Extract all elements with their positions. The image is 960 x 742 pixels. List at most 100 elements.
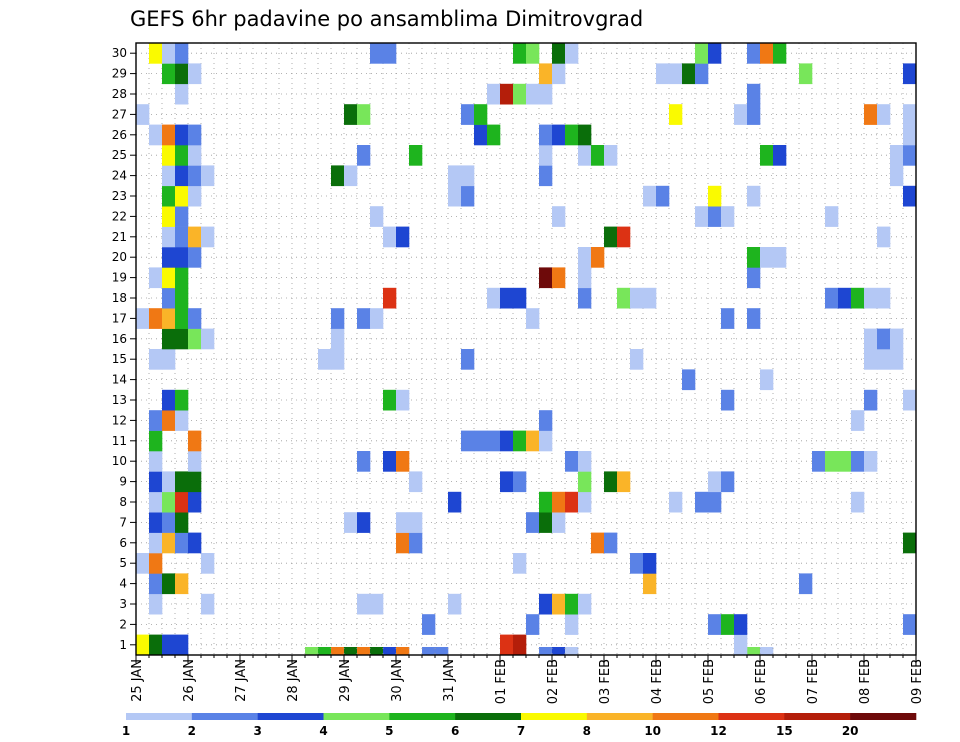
heat-cell: [552, 593, 566, 615]
y-tick-label: 30: [112, 46, 127, 60]
colorbar-swatch: [850, 713, 917, 720]
colorbar-label: 7: [517, 724, 525, 738]
heat-cell: [188, 226, 202, 248]
y-tick-label: 13: [112, 393, 127, 407]
strip-cell: [318, 647, 332, 655]
heat-cell: [578, 491, 592, 513]
heat-cell: [591, 532, 605, 554]
heat-cell: [526, 308, 540, 329]
heat-cell: [695, 491, 709, 513]
colorbar-swatch: [718, 713, 785, 720]
heat-cell: [409, 532, 423, 554]
heat-cell: [162, 267, 176, 289]
heat-cell: [149, 573, 163, 595]
heat-cell: [513, 287, 527, 309]
colorbar-swatch: [455, 713, 522, 720]
heat-cell: [162, 206, 176, 227]
heat-cell: [877, 328, 891, 350]
heat-cell: [682, 369, 696, 391]
heat-cell: [396, 389, 410, 411]
heat-cell: [370, 43, 384, 64]
heat-cell: [461, 349, 475, 370]
heat-cell: [162, 512, 176, 533]
heat-cell: [175, 43, 189, 64]
bottom-strip: [136, 647, 774, 655]
heat-cell: [188, 471, 202, 493]
heat-cell: [318, 349, 332, 370]
heat-cell: [149, 634, 163, 656]
heat-cell: [526, 614, 540, 635]
heat-cell: [851, 410, 865, 431]
heat-cell: [864, 287, 878, 309]
heat-cell: [474, 104, 488, 125]
colorbar-swatch: [191, 713, 258, 720]
heat-cell: [383, 43, 397, 64]
heat-cell: [461, 165, 475, 187]
heat-cell: [149, 349, 163, 370]
y-tick-label: 16: [112, 332, 127, 346]
heat-cell: [162, 491, 176, 513]
colorbar-label: 8: [583, 724, 591, 738]
heat-cell: [331, 308, 345, 329]
heat-cell: [773, 145, 787, 166]
heat-cell: [149, 451, 163, 472]
heat-cell: [851, 451, 865, 472]
y-tick-label: 5: [119, 556, 127, 570]
strip-cell: [747, 647, 761, 655]
heat-cell: [175, 328, 189, 350]
heat-cell: [552, 206, 566, 227]
heat-cell: [708, 43, 722, 64]
heat-cell: [578, 287, 592, 309]
heat-cell: [162, 63, 176, 85]
heat-cell: [331, 165, 345, 187]
heat-cell: [526, 512, 540, 533]
heat-cell: [552, 512, 566, 533]
heat-cell: [396, 512, 410, 533]
y-tick-label: 10: [112, 454, 127, 468]
x-tick-label: 26 JAN: [182, 659, 197, 702]
heat-cell: [500, 287, 514, 309]
heat-cell: [721, 206, 735, 227]
heat-cell: [188, 124, 202, 146]
colorbar: 1 2 3 4 5 6 7 8 10 12 15 20: [122, 713, 917, 738]
y-tick-label: 19: [112, 271, 127, 285]
y-tick-label: 24: [112, 169, 127, 183]
x-tick-label: 02 FEB: [546, 659, 561, 704]
chart-title: GEFS 6hr padavine po ansamblima Dimitrov…: [130, 7, 643, 31]
y-tick-label: 18: [112, 291, 127, 305]
heat-cell: [643, 185, 657, 207]
heat-cell: [539, 512, 553, 533]
heat-cell: [578, 451, 592, 472]
y-tick-label: 1: [119, 638, 127, 652]
heat-cell: [552, 491, 566, 513]
heat-cell: [578, 267, 592, 289]
heat-cell: [175, 512, 189, 533]
heat-cell: [149, 430, 163, 452]
heat-cell: [708, 491, 722, 513]
heat-cell: [344, 165, 358, 187]
heat-cell: [188, 451, 202, 472]
colorbar-label: 3: [253, 724, 261, 738]
colorbar-label: 6: [451, 724, 459, 738]
heat-cell: [409, 145, 423, 166]
colorbar-swatch: [586, 713, 653, 720]
heat-cell: [565, 593, 579, 615]
y-tick-label: 27: [112, 107, 127, 121]
y-tick-label: 9: [119, 475, 127, 489]
heat-cell: [747, 308, 761, 329]
heat-cell: [188, 308, 202, 329]
colorbar-swatch: [521, 713, 588, 720]
heat-cell: [656, 63, 670, 85]
heat-cell: [357, 104, 371, 125]
heat-cell: [188, 247, 202, 268]
heat-cell: [396, 451, 410, 472]
heat-cell: [539, 410, 553, 431]
heat-cell: [734, 614, 748, 635]
heat-cell: [643, 553, 657, 574]
strip-cell: [370, 647, 384, 655]
heat-cell: [552, 267, 566, 289]
heat-cell: [760, 145, 774, 166]
heat-cell: [175, 124, 189, 146]
heat-cell: [643, 573, 657, 595]
heat-cell: [773, 43, 787, 64]
